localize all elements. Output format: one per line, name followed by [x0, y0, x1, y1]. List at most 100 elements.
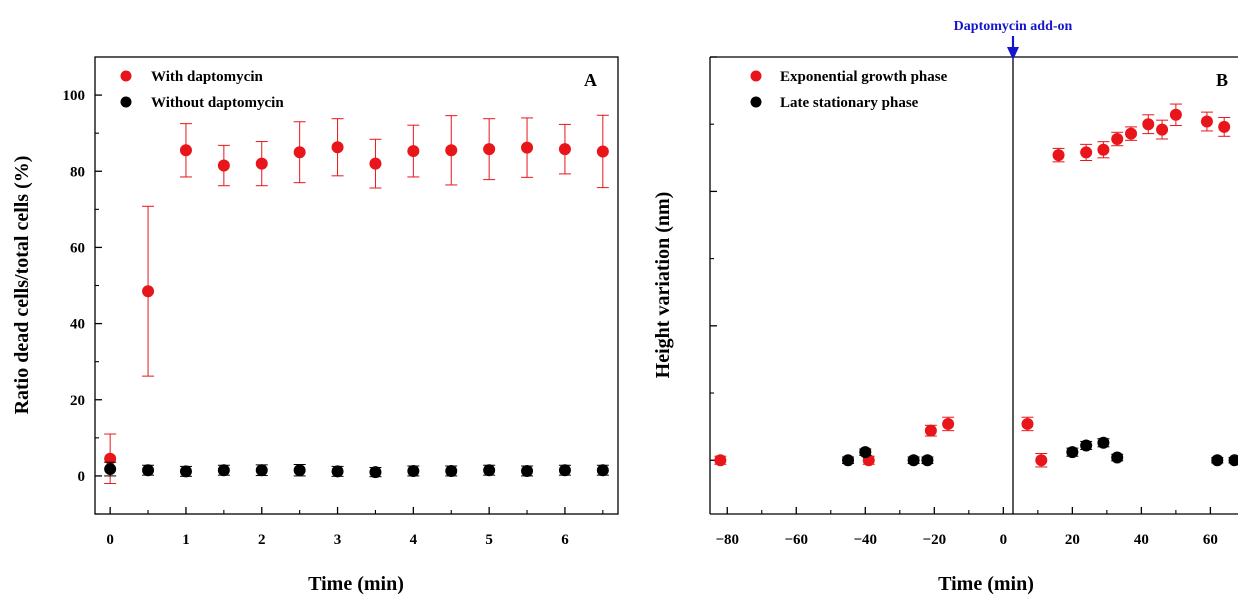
without-daptomycin-point	[331, 465, 344, 478]
panel-b-x-tick-label: 60	[1203, 532, 1218, 548]
without-daptomycin-point	[445, 464, 458, 477]
panel-b-y-tick-label: 0	[693, 453, 701, 469]
panel-a-y-tick-label: 20	[70, 393, 85, 409]
with-daptomycin-point	[521, 141, 534, 154]
panel-a-x-tick-label: 4	[410, 532, 418, 548]
without-daptomycin-point	[483, 464, 496, 477]
exponential-growth-phase-point	[1169, 108, 1182, 121]
with-daptomycin-point	[255, 157, 268, 170]
with-daptomycin-point	[369, 157, 382, 170]
panel-b-x-axis-label: Time (min)	[938, 573, 1034, 595]
without-daptomycin-point	[596, 464, 609, 477]
with-daptomycin-point	[179, 144, 192, 157]
with-daptomycin-point	[293, 146, 306, 159]
without-daptomycin-point	[521, 464, 534, 477]
exponential-growth-phase-point	[1052, 149, 1065, 162]
with-daptomycin-point	[142, 285, 155, 298]
panel-a-label: A	[584, 70, 597, 90]
exponential-growth-phase-point	[1200, 115, 1213, 128]
panel-b-x-tick-label: −60	[784, 532, 808, 548]
late-stationary-phase-point	[1228, 454, 1238, 467]
panel-b-y-tick-label: 10	[685, 184, 700, 200]
without-daptomycin-point	[142, 464, 155, 477]
panel-b-legend: Exponential growth phase Late stationary…	[750, 69, 948, 111]
panel-a-y-tick-label: 100	[63, 88, 86, 104]
exponential-growth-phase-point	[1125, 127, 1138, 140]
exponential-growth-phase-point	[942, 417, 955, 430]
late-stationary-phase-point	[1080, 439, 1093, 452]
with-daptomycin-point	[445, 144, 458, 157]
panel-a-x-tick-label: 5	[485, 532, 493, 548]
late-stationary-phase-point	[921, 454, 934, 467]
late-stationary-phase-point	[1111, 451, 1124, 464]
with-daptomycin-point	[217, 159, 230, 172]
add-on-annotation: Daptomycin add-on	[954, 19, 1073, 60]
exponential-growth-phase-point	[1021, 417, 1034, 430]
panel-a-y-tick-label: 0	[78, 469, 86, 485]
panel-b-x-tick-label: −20	[923, 532, 947, 548]
with-daptomycin-point	[483, 143, 496, 156]
without-daptomycin-point	[558, 464, 571, 477]
panel-a-y-tick-label: 80	[70, 164, 85, 180]
exponential-growth-phase-point	[1097, 143, 1110, 156]
panel-a: 0 20 40 60 80 100 0 1 2 3 4 5 6 A With daptomycin W…	[11, 56, 619, 595]
panel-b-y-axis-label: Height variation (nm)	[652, 192, 674, 379]
exponential-growth-phase-point	[1218, 120, 1231, 133]
exponential-growth-phase-point	[714, 454, 727, 467]
panel-b: 0 5 10 15 −80 −60 −40 −20 0 20 40 60 B Exponential…	[652, 19, 1238, 595]
without-daptomycin-point	[179, 465, 192, 478]
panel-a-x-tick-label: 2	[258, 532, 266, 548]
exponential-growth-phase-point	[1156, 123, 1169, 136]
panel-a-legend: With daptomycin Without daptomycin	[120, 69, 284, 111]
late-stationary-phase-point	[842, 454, 855, 467]
exponential-growth-phase-point	[924, 424, 937, 437]
exponential-growth-phase-point	[1035, 454, 1048, 467]
without-daptomycin-point	[293, 464, 306, 477]
legend-marker-without-daptomycin	[120, 96, 132, 108]
without-daptomycin-point	[255, 464, 268, 477]
without-daptomycin-point	[369, 466, 382, 479]
with-daptomycin-point	[407, 145, 420, 158]
panel-a-x-tick-label: 0	[106, 532, 114, 548]
legend-label-without-daptomycin: Without daptomycin	[151, 95, 284, 111]
late-stationary-phase-point	[907, 454, 920, 467]
panel-a-x-tick-label: 6	[561, 532, 569, 548]
panel-b-x-tick-label: −40	[854, 532, 878, 548]
panel-b-y-tick-label: 5	[693, 319, 701, 335]
legend-label-late-stationary: Late stationary phase	[780, 95, 919, 111]
panel-a-x-axis-label: Time (min)	[308, 573, 404, 595]
add-on-annotation-text: Daptomycin add-on	[954, 19, 1073, 34]
legend-marker-with-daptomycin	[120, 70, 132, 82]
legend-marker-exponential-growth	[750, 70, 762, 82]
panel-b-x-tick-label: 0	[1000, 532, 1008, 548]
without-daptomycin-point	[104, 463, 117, 476]
panel-a-x-tick-label: 3	[334, 532, 342, 548]
exponential-growth-phase-point	[1142, 118, 1155, 131]
late-stationary-phase-point	[1097, 436, 1110, 449]
late-stationary-phase-point	[1066, 446, 1079, 459]
panel-b-y-tick-label: 15	[685, 50, 700, 66]
with-daptomycin-point	[596, 145, 609, 158]
panel-a-x-tick-label: 1	[182, 532, 190, 548]
legend-label-with-daptomycin: With daptomycin	[151, 69, 263, 85]
add-on-arrow-head	[1007, 47, 1019, 60]
panel-a-y-tick-label: 40	[70, 317, 85, 333]
panel-b-x-tick-label: −80	[715, 532, 739, 548]
without-daptomycin-point	[407, 464, 420, 477]
late-stationary-phase-point	[1211, 454, 1224, 467]
exponential-growth-phase-point	[1080, 146, 1093, 159]
with-daptomycin-point	[331, 141, 344, 154]
panel-a-plot-frame	[94, 56, 619, 515]
legend-label-exponential-growth: Exponential growth phase	[780, 69, 948, 85]
exponential-growth-phase-point	[1111, 132, 1124, 145]
late-stationary-phase-point	[859, 446, 872, 459]
legend-marker-late-stationary	[750, 96, 762, 108]
panel-a-y-axis-label: Ratio dead cells/total cells (%)	[11, 156, 33, 415]
without-daptomycin-point	[217, 464, 230, 477]
with-daptomycin-point	[558, 143, 571, 156]
panel-b-x-tick-label: 20	[1065, 532, 1080, 548]
panel-a-y-tick-label: 60	[70, 240, 85, 256]
panel-b-x-tick-label: 40	[1134, 532, 1149, 548]
panel-b-label: B	[1216, 70, 1228, 90]
